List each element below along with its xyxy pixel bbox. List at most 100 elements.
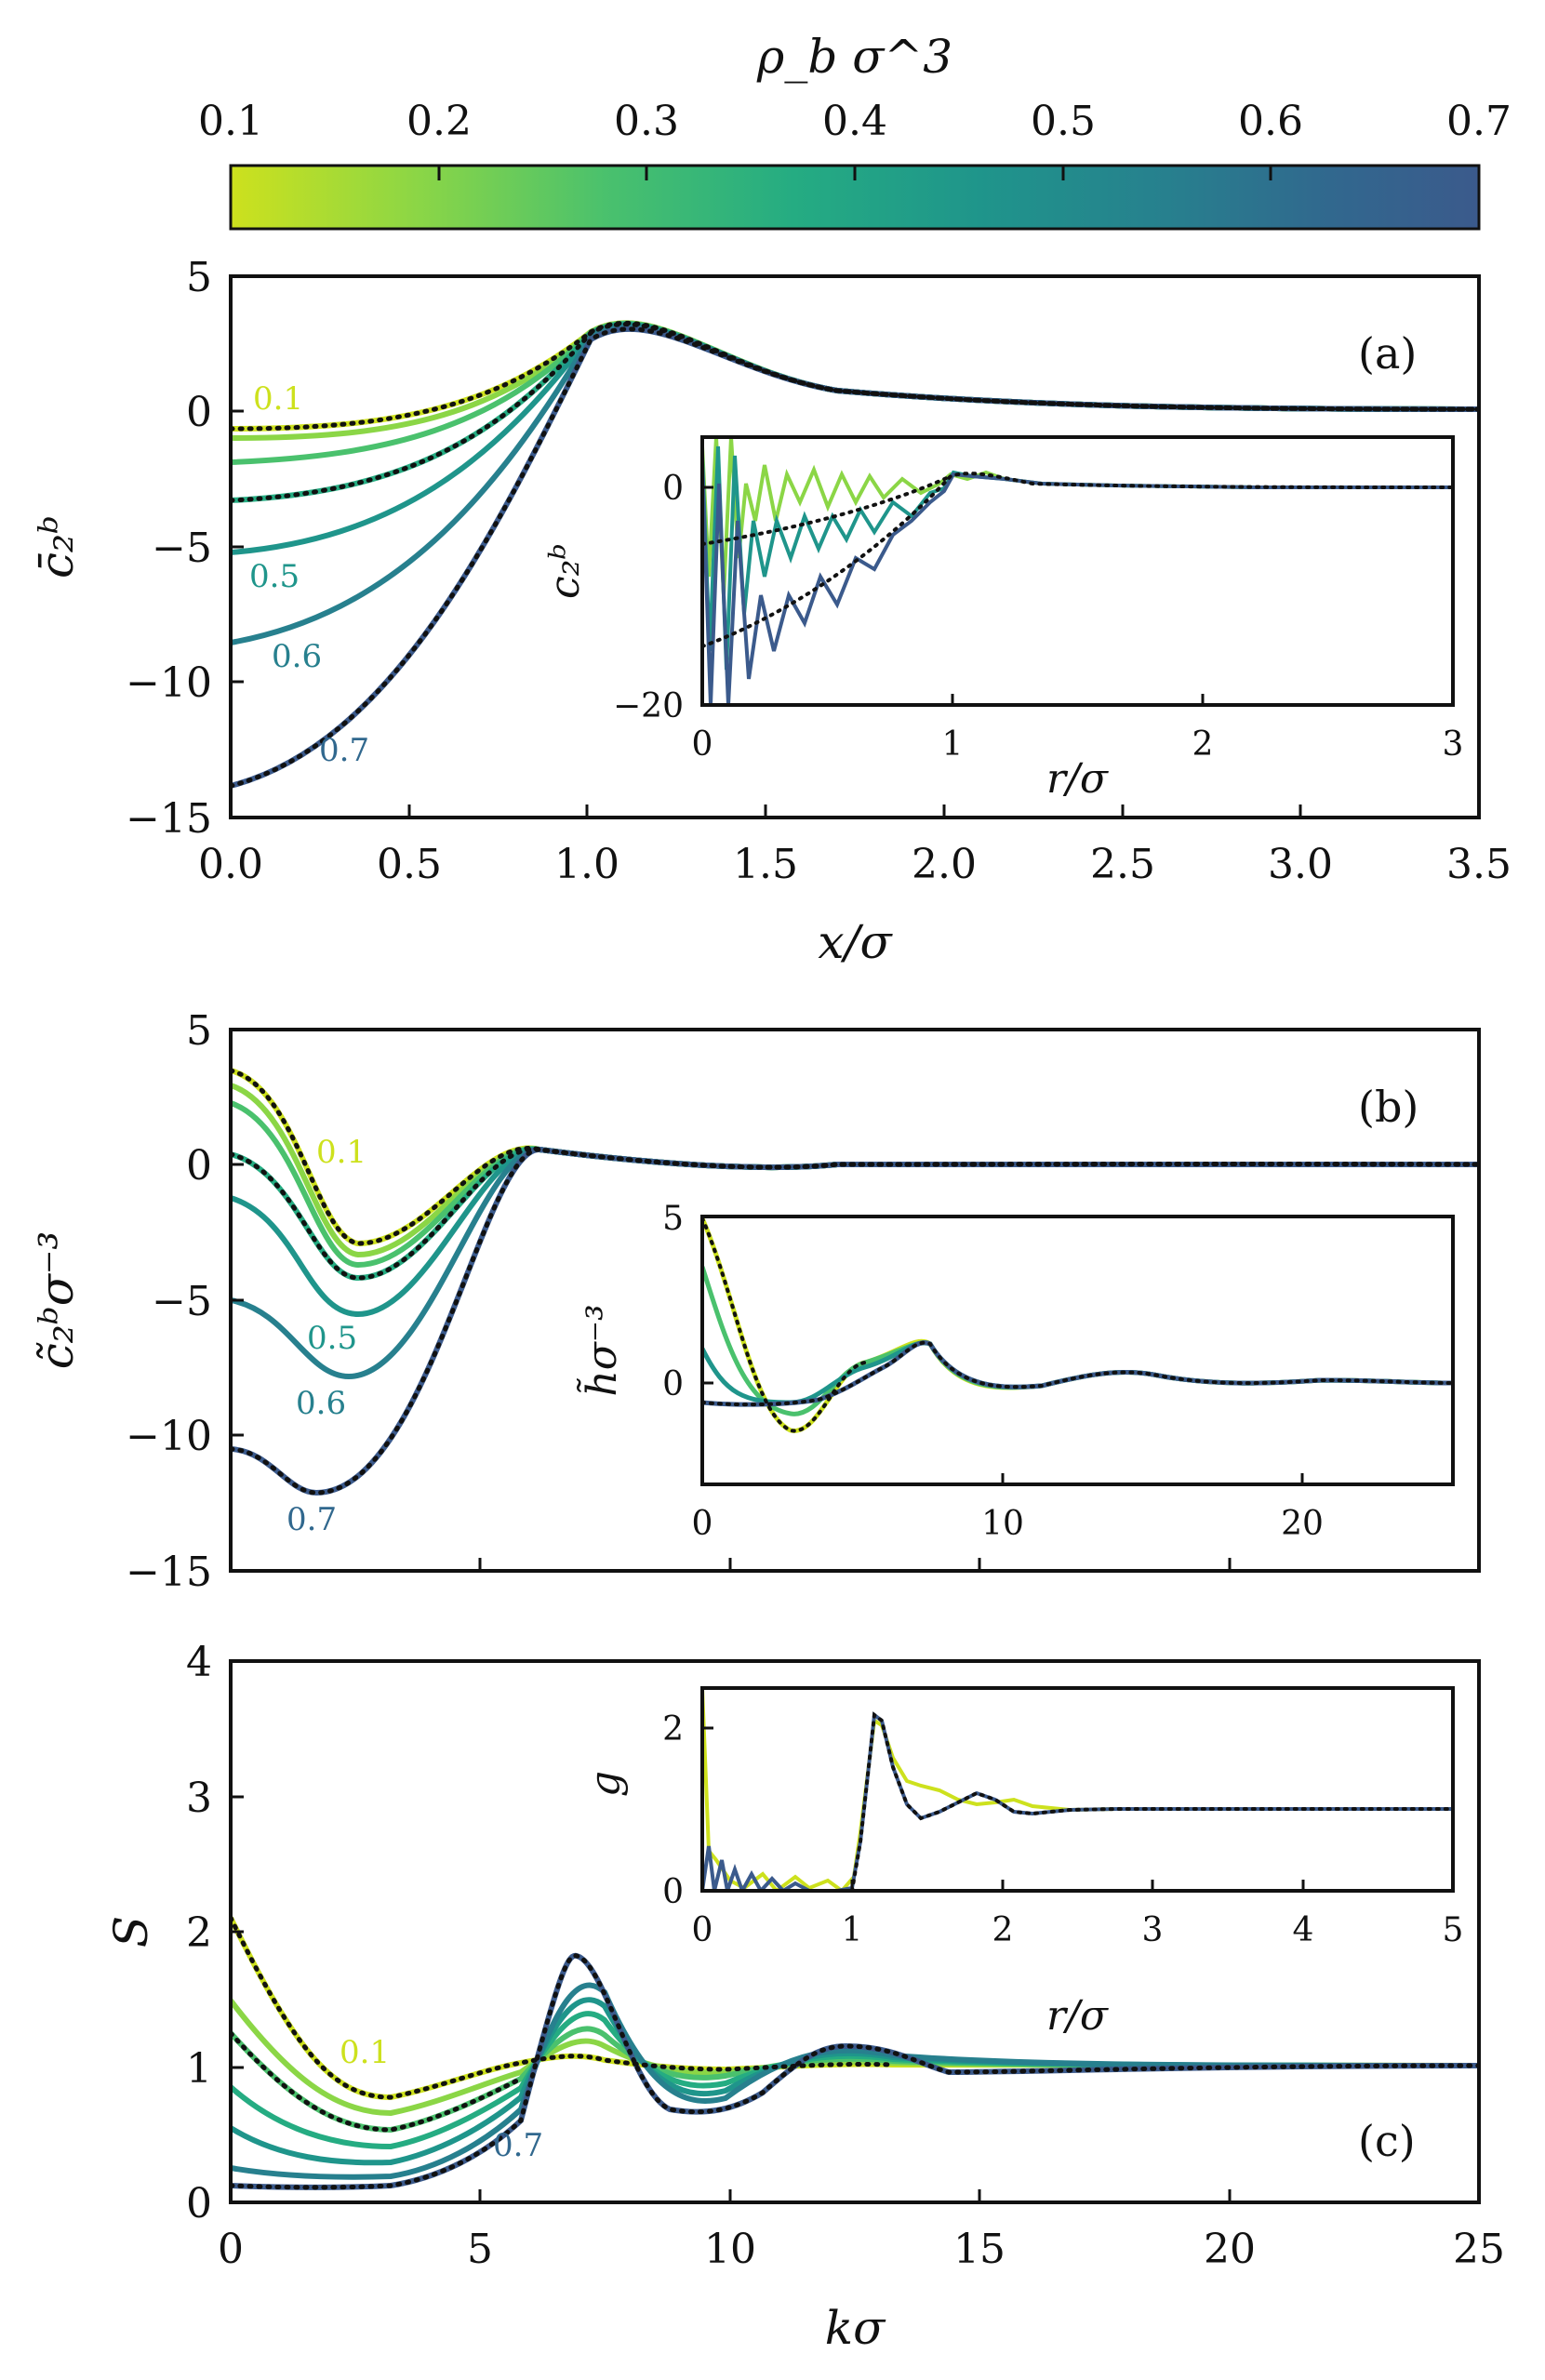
annotation-b-0.7: 0.7 — [286, 1501, 337, 1538]
annotation-c-0.1: 0.1 — [340, 2034, 390, 2071]
y-tick-label: 4 — [186, 1639, 212, 1686]
panel-a-axis-ticks — [229, 274, 1302, 818]
inset-a-x-tick-label: 1 — [942, 725, 964, 764]
reference-c-0.3 — [231, 2030, 524, 2133]
y-tick-label: 2 — [186, 1909, 212, 1957]
inset-a-x-tick-label: 0 — [692, 725, 713, 764]
panel-c-label: (c) — [1358, 2116, 1416, 2166]
annotation-c-0.7: 0.7 — [493, 2127, 543, 2164]
inset-b-background — [702, 1217, 1453, 1484]
inset-a-ticks — [702, 485, 1205, 705]
colorbar-tick-labels: 0.1 0.2 0.3 0.4 0.5 0.6 0.7 — [198, 98, 1512, 145]
inset-b-ticks — [702, 1381, 1304, 1484]
annotation-a-0.6: 0.6 — [272, 638, 322, 675]
inset-c-frame — [700, 1686, 1455, 1893]
y-tick-label: 0 — [186, 2180, 212, 2227]
annotation-b-0.6: 0.6 — [296, 1385, 346, 1422]
panel-c: 0 5 10 15 20 25 4 3 2 1 0 kσ S (c) 0.1 0… — [104, 1639, 1505, 2355]
inset-c-y-tick-label: 2 — [662, 1710, 684, 1748]
y-tick-label: 5 — [186, 254, 212, 301]
inset-c-x-tick-label: 5 — [1443, 1911, 1464, 1949]
inset-c-xlabel: r/σ — [1046, 1992, 1110, 2040]
inset-c-x-tick-label: 1 — [842, 1911, 863, 1949]
y-tick-label: −10 — [126, 659, 212, 707]
panel-b-curves — [231, 1068, 1479, 1496]
panel-a-ylabel: c̄₂ᵇ — [30, 515, 84, 578]
panel-a-x-tick-labels: 0.0 0.5 1.0 1.5 2.0 2.5 3.0 3.5 — [198, 841, 1512, 888]
inset-c-background — [702, 1688, 1453, 1891]
x-tick-label: 0.0 — [198, 841, 263, 888]
reference-c-0.7 — [231, 1953, 1479, 2190]
annotation-a-0.1: 0.1 — [253, 380, 303, 418]
inset-a-x-tick-label: 3 — [1443, 725, 1464, 764]
colorbar: ρ_b σ^3 0.1 0.2 0.3 0.4 0.5 0.6 0.7 — [198, 30, 1512, 231]
inset-b-reference-0.1 — [702, 1217, 867, 1433]
y-tick-label: −5 — [152, 525, 212, 572]
curve-c-0.6 — [231, 1982, 1479, 2180]
panel-a: 0.0 0.5 1.0 1.5 2.0 2.5 3.0 3.5 5 0 −5 −… — [30, 254, 1512, 969]
inset-b-curves — [702, 1217, 1453, 1433]
reference-c-0.1 — [231, 1915, 896, 2100]
inset-b-y-tick-label: 5 — [662, 1200, 684, 1238]
inset-b-x-tick-label: 10 — [981, 1505, 1024, 1543]
annotation-a-0.7: 0.7 — [319, 732, 369, 769]
colorbar-tick-label: 0.5 — [1031, 98, 1096, 145]
inset-b-frame — [700, 1215, 1455, 1486]
inset-c-ticks — [702, 1726, 1305, 1891]
inset-c-ylabel: g — [581, 1771, 629, 1797]
x-tick-label: 3.0 — [1268, 841, 1333, 888]
y-tick-label: 5 — [186, 1007, 212, 1055]
panel-b-axis-ticks — [231, 1163, 1232, 1571]
inset-b-y-tick-label: 0 — [662, 1365, 684, 1403]
inset-a-frame — [700, 435, 1455, 707]
inset-a-curves — [702, 437, 1453, 705]
x-tick-label: 1.5 — [733, 841, 798, 888]
colorbar-tick-label: 0.4 — [822, 98, 887, 145]
inset-a-reference — [702, 472, 1453, 648]
panel-b-y-tick-labels: 5 0 −5 −10 −15 — [126, 1007, 212, 1596]
inset-a-background — [702, 437, 1453, 705]
y-tick-label: −15 — [126, 795, 212, 843]
inset-a-xlabel: r/σ — [1046, 755, 1110, 803]
inset-c: 0 1 2 3 4 5 2 0 r/σ g — [581, 1686, 1464, 2040]
x-tick-label: 3.5 — [1446, 841, 1512, 888]
colorbar-tick-label: 0.1 — [198, 98, 263, 145]
inset-b-ylabel: h̃σ⁻³ — [575, 1304, 626, 1396]
y-tick-label: −15 — [126, 1549, 212, 1596]
panel-c-curves — [231, 1915, 1479, 2190]
inset-c-x-tick-label: 4 — [1293, 1911, 1314, 1949]
annotation-b-0.5: 0.5 — [307, 1320, 357, 1357]
inset-b-x-tick-label: 20 — [1281, 1505, 1324, 1543]
x-tick-label: 0 — [218, 2226, 244, 2273]
y-tick-label: 1 — [186, 2045, 212, 2093]
inset-a-ylabel: c₂ᵇ — [541, 543, 589, 599]
y-tick-label: −5 — [152, 1278, 212, 1325]
inset-a-reference-low — [702, 474, 952, 546]
x-tick-label: 10 — [704, 2226, 756, 2273]
inset-c-curves — [702, 1688, 1453, 1891]
panel-c-ylabel: S — [104, 1916, 158, 1948]
colorbar-tick-label: 0.6 — [1238, 98, 1303, 145]
panel-a-curves — [231, 320, 1479, 789]
inset-c-y-tick-label: 0 — [662, 1873, 684, 1911]
y-tick-label: −10 — [126, 1413, 212, 1460]
reference-b-0.7 — [231, 1147, 1479, 1496]
colorbar-tick-label: 0.3 — [614, 98, 679, 145]
panel-b: 5 0 −5 −10 −15 c̃₂ᵇσ⁻³ (b) 0.1 0.5 0.6 0… — [30, 1007, 1481, 1596]
reference-a-0.1 — [231, 320, 1479, 432]
panel-b-ylabel: c̃₂ᵇσ⁻³ — [30, 1231, 84, 1370]
y-tick-label: 0 — [186, 1142, 212, 1190]
y-tick-label: 3 — [186, 1775, 212, 1822]
inset-b-x-tick-label: 0 — [692, 1505, 713, 1543]
inset-a-y-tick-label: 0 — [662, 470, 684, 508]
panel-c-axis-ticks — [231, 1795, 1232, 2202]
panel-c-x-tick-labels: 0 5 10 15 20 25 — [218, 2226, 1505, 2273]
x-tick-label: 15 — [953, 2226, 1006, 2273]
x-tick-label: 5 — [467, 2226, 493, 2273]
panel-a-label: (a) — [1358, 328, 1417, 379]
inset-a-x-tick-label: 2 — [1192, 725, 1214, 764]
curve-a-0.2 — [231, 320, 1479, 441]
inset-c-reference — [850, 1711, 1453, 1891]
inset-a-y-tick-label: −20 — [613, 687, 684, 725]
inset-b: 0 10 20 5 0 h̃σ⁻³ — [575, 1200, 1455, 1543]
